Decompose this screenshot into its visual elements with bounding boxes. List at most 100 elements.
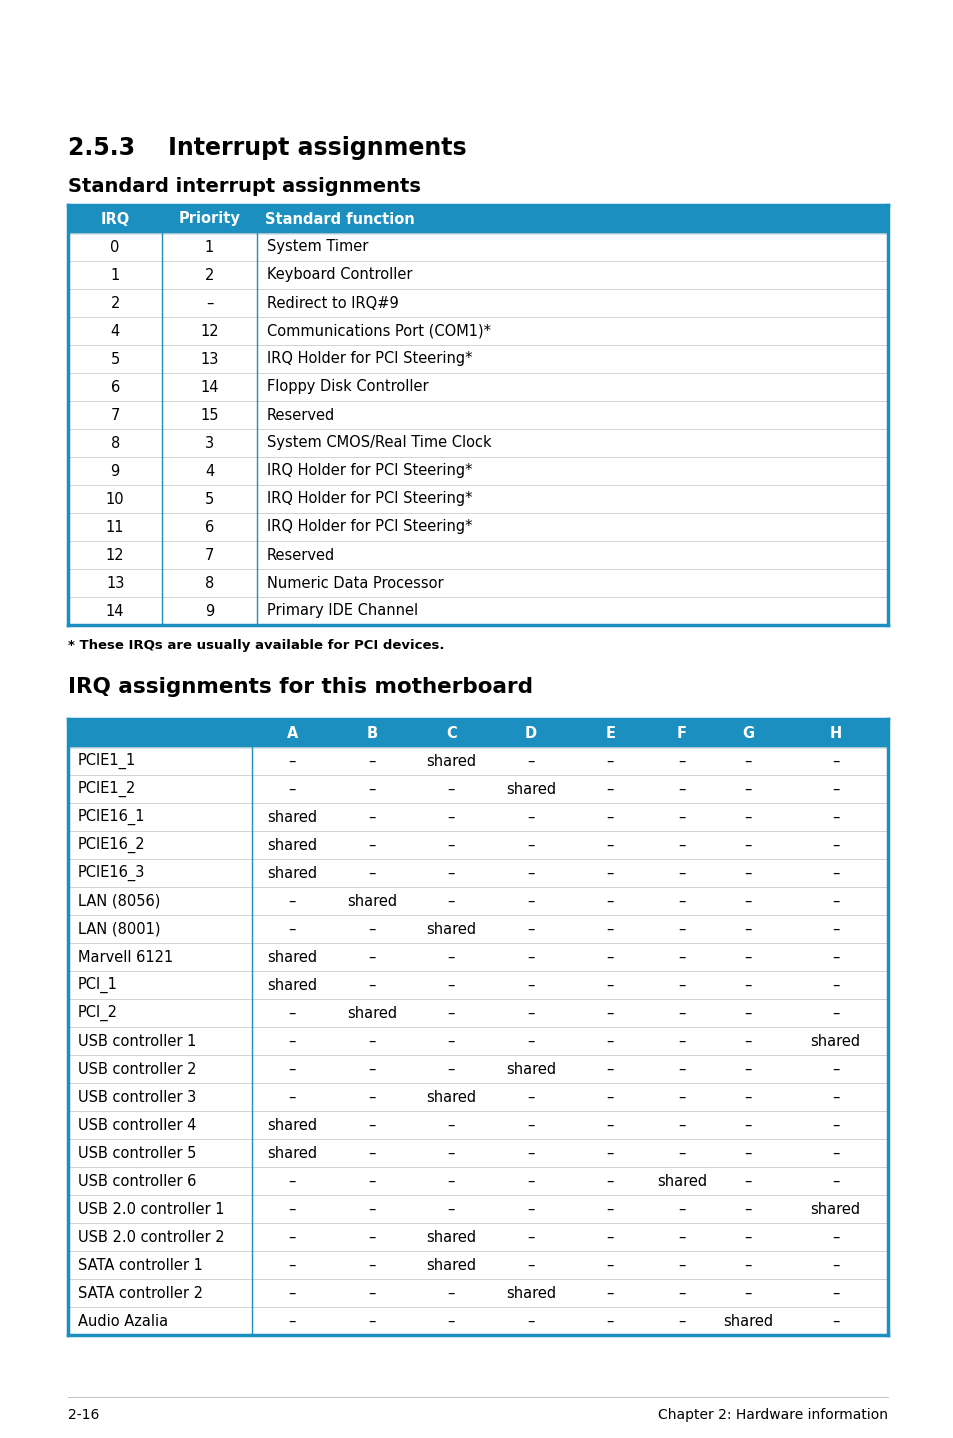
Text: –: –	[606, 949, 614, 965]
Text: SATA controller 2: SATA controller 2	[78, 1286, 203, 1300]
Text: –: –	[288, 1257, 295, 1273]
Text: –: –	[447, 978, 455, 992]
Text: –: –	[288, 781, 295, 797]
Text: F: F	[676, 726, 686, 741]
Text: 4: 4	[205, 463, 213, 479]
Text: shared: shared	[346, 893, 396, 909]
Text: 14: 14	[106, 604, 124, 618]
Text: –: –	[527, 866, 534, 880]
Text: –: –	[288, 1090, 295, 1104]
Text: USB 2.0 controller 1: USB 2.0 controller 1	[78, 1202, 224, 1217]
Text: 6: 6	[111, 380, 120, 394]
Text: –: –	[447, 1313, 455, 1329]
Bar	[68, 345, 887, 372]
Text: Standard function: Standard function	[264, 211, 414, 227]
Bar	[68, 457, 887, 485]
Text: –: –	[831, 810, 839, 824]
Text: –: –	[368, 866, 375, 880]
Text: PCIE16_2: PCIE16_2	[78, 837, 146, 853]
Bar	[68, 999, 887, 1027]
Text: –: –	[606, 893, 614, 909]
Text: –: –	[368, 1034, 375, 1048]
Text: –: –	[288, 754, 295, 768]
Text: –: –	[288, 922, 295, 936]
Text: –: –	[368, 1146, 375, 1160]
Text: –: –	[447, 781, 455, 797]
Text: –: –	[831, 922, 839, 936]
Text: –: –	[678, 922, 685, 936]
Text: LAN (8001): LAN (8001)	[78, 922, 160, 936]
Bar	[68, 831, 887, 858]
Text: 2: 2	[111, 295, 120, 311]
Text: –: –	[527, 978, 534, 992]
Text: –: –	[447, 1005, 455, 1021]
Bar	[68, 1251, 887, 1278]
Text: 13: 13	[200, 351, 218, 367]
Text: –: –	[288, 1202, 295, 1217]
Text: shared: shared	[346, 1005, 396, 1021]
Text: –: –	[447, 1173, 455, 1188]
Text: –: –	[678, 837, 685, 853]
Bar	[68, 858, 887, 887]
Text: PCIE16_3: PCIE16_3	[78, 864, 145, 881]
Text: IRQ Holder for PCI Steering*: IRQ Holder for PCI Steering*	[266, 519, 472, 535]
Text: –: –	[606, 1005, 614, 1021]
Text: 7: 7	[111, 407, 120, 423]
Text: –: –	[743, 1061, 751, 1077]
Text: –: –	[743, 1117, 751, 1133]
Text: Chapter 2: Hardware information: Chapter 2: Hardware information	[658, 1408, 887, 1422]
Text: –: –	[831, 893, 839, 909]
Text: 12: 12	[200, 324, 218, 338]
Text: –: –	[606, 1146, 614, 1160]
Bar	[68, 1222, 887, 1251]
Text: IRQ: IRQ	[100, 211, 130, 227]
Text: –: –	[743, 1034, 751, 1048]
Text: shared: shared	[426, 754, 476, 768]
Bar	[68, 316, 887, 345]
Text: D: D	[524, 726, 537, 741]
Text: –: –	[678, 1257, 685, 1273]
Bar	[68, 485, 887, 513]
Text: –: –	[743, 1173, 751, 1188]
Text: –: –	[678, 1061, 685, 1077]
Text: –: –	[527, 837, 534, 853]
Text: –: –	[606, 978, 614, 992]
Text: Marvell 6121: Marvell 6121	[78, 949, 173, 965]
Text: PCIE1_2: PCIE1_2	[78, 781, 136, 797]
Bar	[68, 746, 887, 775]
Bar	[68, 802, 887, 831]
Text: USB controller 6: USB controller 6	[78, 1173, 196, 1188]
Text: shared: shared	[656, 1173, 706, 1188]
Text: –: –	[743, 922, 751, 936]
Text: –: –	[447, 1146, 455, 1160]
Text: shared: shared	[267, 1117, 317, 1133]
Text: 5: 5	[111, 351, 120, 367]
Text: –: –	[606, 922, 614, 936]
Text: –: –	[678, 1286, 685, 1300]
Text: shared: shared	[505, 1286, 556, 1300]
Text: PCI_2: PCI_2	[78, 1005, 118, 1021]
Text: –: –	[606, 1229, 614, 1244]
Text: –: –	[527, 893, 534, 909]
Text: –: –	[368, 1117, 375, 1133]
Text: shared: shared	[426, 1229, 476, 1244]
Text: –: –	[831, 1173, 839, 1188]
Text: –: –	[447, 1202, 455, 1217]
Text: shared: shared	[810, 1202, 860, 1217]
Text: –: –	[527, 922, 534, 936]
Text: –: –	[606, 1034, 614, 1048]
Text: –: –	[743, 866, 751, 880]
Text: –: –	[447, 837, 455, 853]
Text: –: –	[527, 1034, 534, 1048]
Bar	[68, 971, 887, 999]
Bar	[68, 233, 887, 262]
Text: 8: 8	[205, 575, 213, 591]
Bar	[68, 1307, 887, 1334]
Bar	[68, 1168, 887, 1195]
Text: Audio Azalia: Audio Azalia	[78, 1313, 168, 1329]
Text: –: –	[831, 1090, 839, 1104]
Text: SATA controller 1: SATA controller 1	[78, 1257, 203, 1273]
Text: Primary IDE Channel: Primary IDE Channel	[266, 604, 417, 618]
Text: shared: shared	[505, 1061, 556, 1077]
Text: –: –	[527, 1202, 534, 1217]
